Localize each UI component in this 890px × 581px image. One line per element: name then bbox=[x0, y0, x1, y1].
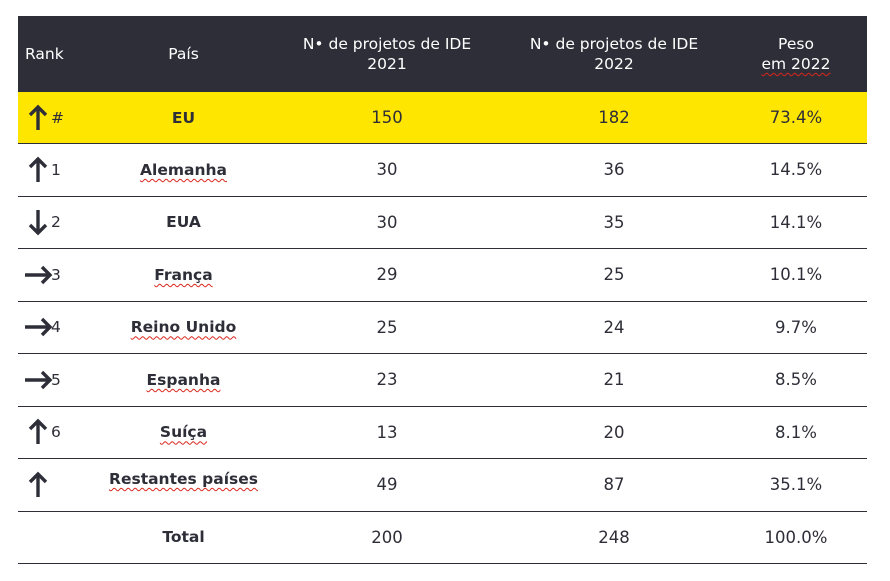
rank-number: # bbox=[51, 108, 64, 127]
weight-2022: 73.4% bbox=[769, 108, 823, 127]
right-arrow-icon bbox=[23, 312, 53, 342]
down-arrow-icon bbox=[23, 207, 53, 237]
weight-2022: 9.7% bbox=[775, 317, 817, 337]
projects-2021: 23 bbox=[376, 370, 398, 390]
table-row: # EU 150 182 73.4% bbox=[18, 92, 867, 144]
up-arrow-icon bbox=[23, 103, 53, 133]
table-row: 5 Espanha 23 21 8.5% bbox=[18, 354, 867, 407]
total-2022: 248 bbox=[598, 527, 630, 547]
projects-2021: 30 bbox=[376, 160, 398, 180]
total-2021: 200 bbox=[371, 527, 403, 547]
country-name: Espanha bbox=[146, 370, 221, 389]
projects-2021: 30 bbox=[376, 212, 398, 232]
rank-cell bbox=[18, 470, 96, 500]
table-row: 2 EUA 30 35 14.1% bbox=[18, 197, 867, 249]
rank-cell: 4 bbox=[18, 312, 96, 342]
header-projects-2022: N• de projetos de IDE 2022 bbox=[529, 35, 699, 73]
rank-cell: 1 bbox=[18, 155, 96, 185]
total-row: Total 200 248 100.0% bbox=[18, 512, 867, 564]
header-country: País bbox=[168, 45, 199, 63]
up-arrow-icon bbox=[23, 417, 53, 447]
rank-number: 6 bbox=[51, 423, 61, 442]
country-name: França bbox=[154, 265, 213, 284]
weight-2022: 14.5% bbox=[769, 160, 823, 180]
projects-2021: 25 bbox=[376, 317, 398, 337]
projects-2022: 182 bbox=[598, 108, 630, 127]
weight-2022: 10.1% bbox=[769, 265, 823, 285]
projects-2021: 150 bbox=[371, 108, 403, 127]
rank-number: 3 bbox=[51, 265, 61, 284]
country-name: Restantes países bbox=[109, 469, 258, 488]
header-rank: Rank bbox=[25, 45, 64, 63]
rank-number: 4 bbox=[51, 318, 61, 337]
table-row: 6 Suíça 13 20 8.1% bbox=[18, 407, 867, 459]
header-projects-2021: N• de projetos de IDE 2021 bbox=[302, 35, 472, 73]
country-name: Alemanha bbox=[140, 160, 227, 179]
projects-2021: 49 bbox=[376, 475, 398, 495]
up-arrow-icon bbox=[23, 155, 53, 185]
up-arrow-icon bbox=[23, 470, 53, 500]
table-row: Restantes países 49 87 35.1% bbox=[18, 459, 867, 512]
rank-cell: 2 bbox=[18, 207, 96, 237]
table-header: Rank País N• de projetos de IDE 2021 N• … bbox=[18, 16, 867, 92]
projects-2022: 21 bbox=[603, 370, 625, 390]
total-weight: 100.0% bbox=[764, 527, 828, 547]
weight-2022: 35.1% bbox=[769, 475, 823, 495]
projects-2021: 29 bbox=[376, 265, 398, 285]
country-name: EUA bbox=[166, 213, 201, 232]
right-arrow-icon bbox=[23, 365, 53, 395]
rank-number: 5 bbox=[51, 370, 61, 389]
projects-2022: 35 bbox=[603, 212, 625, 232]
table-row: 4 Reino Unido 25 24 9.7% bbox=[18, 302, 867, 354]
rank-cell: 3 bbox=[18, 260, 96, 290]
weight-2022: 8.1% bbox=[775, 422, 817, 442]
projects-2022: 87 bbox=[603, 475, 625, 495]
rank-cell: # bbox=[18, 103, 96, 133]
country-name: Suíça bbox=[159, 423, 208, 442]
weight-2022: 8.5% bbox=[775, 370, 817, 390]
country-name: EU bbox=[171, 108, 196, 127]
country-name: Reino Unido bbox=[130, 318, 237, 337]
total-label: Total bbox=[162, 528, 205, 547]
right-arrow-icon bbox=[23, 260, 53, 290]
rank-number: 2 bbox=[51, 213, 61, 232]
projects-2021: 13 bbox=[376, 422, 398, 442]
projects-2022: 20 bbox=[603, 422, 625, 442]
header-weight: Peso em 2022 bbox=[761, 35, 831, 73]
table-row: 1 Alemanha 30 36 14.5% bbox=[18, 144, 867, 197]
table-row: 3 França 29 25 10.1% bbox=[18, 249, 867, 302]
projects-2022: 25 bbox=[603, 265, 625, 285]
rank-cell: 6 bbox=[18, 417, 96, 447]
projects-2022: 36 bbox=[603, 160, 625, 180]
rank-cell: 5 bbox=[18, 365, 96, 395]
fdi-projects-table: Rank País N• de projetos de IDE 2021 N• … bbox=[18, 16, 867, 564]
projects-2022: 24 bbox=[603, 317, 625, 337]
weight-2022: 14.1% bbox=[769, 212, 823, 232]
rank-number: 1 bbox=[51, 160, 61, 179]
